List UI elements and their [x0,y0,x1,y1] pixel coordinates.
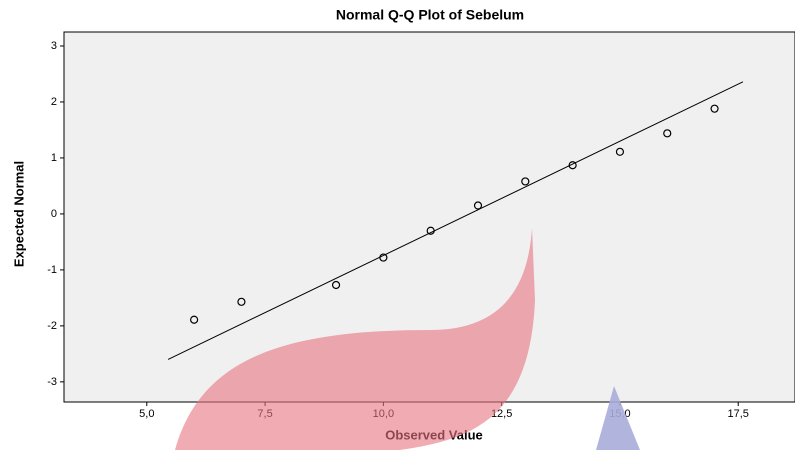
point [521,177,530,186]
y-tick-label: 0 [51,208,57,220]
watermark [596,386,640,450]
y-tick-label: -3 [47,376,57,388]
y-tick-label: -2 [47,320,57,332]
y-tick-label: 2 [51,96,57,108]
chart-title: Normal Q-Q Plot of Sebelum [336,7,524,23]
point [331,280,341,290]
watermark [175,228,535,450]
y-axis-label: Expected Normal [11,161,26,267]
x-tick-label: 5,0 [139,408,154,420]
point [663,129,672,138]
point [237,297,246,306]
y-tick-label: 3 [51,40,57,52]
point [190,315,199,324]
reference-line [167,81,744,360]
point [568,161,577,170]
y-tick-label: 1 [51,152,57,164]
y-tick-label: -1 [47,264,57,276]
point [615,147,625,156]
x-tick-label: 17,5 [728,408,749,420]
point [379,253,388,262]
point [473,201,483,210]
point [426,226,435,235]
point [710,104,719,113]
